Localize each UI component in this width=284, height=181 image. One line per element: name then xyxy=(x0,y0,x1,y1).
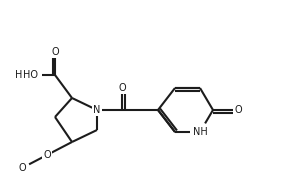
Text: N: N xyxy=(93,105,101,115)
Text: O: O xyxy=(43,150,51,160)
Text: HO: HO xyxy=(14,70,30,80)
Text: O: O xyxy=(43,150,51,160)
Text: O: O xyxy=(51,47,59,57)
Text: O: O xyxy=(118,83,126,93)
Text: O: O xyxy=(234,105,242,115)
Text: N: N xyxy=(93,105,101,115)
Text: NH: NH xyxy=(193,127,207,137)
Text: O: O xyxy=(18,163,26,173)
Text: HO: HO xyxy=(22,70,37,80)
Text: NH: NH xyxy=(193,127,207,137)
